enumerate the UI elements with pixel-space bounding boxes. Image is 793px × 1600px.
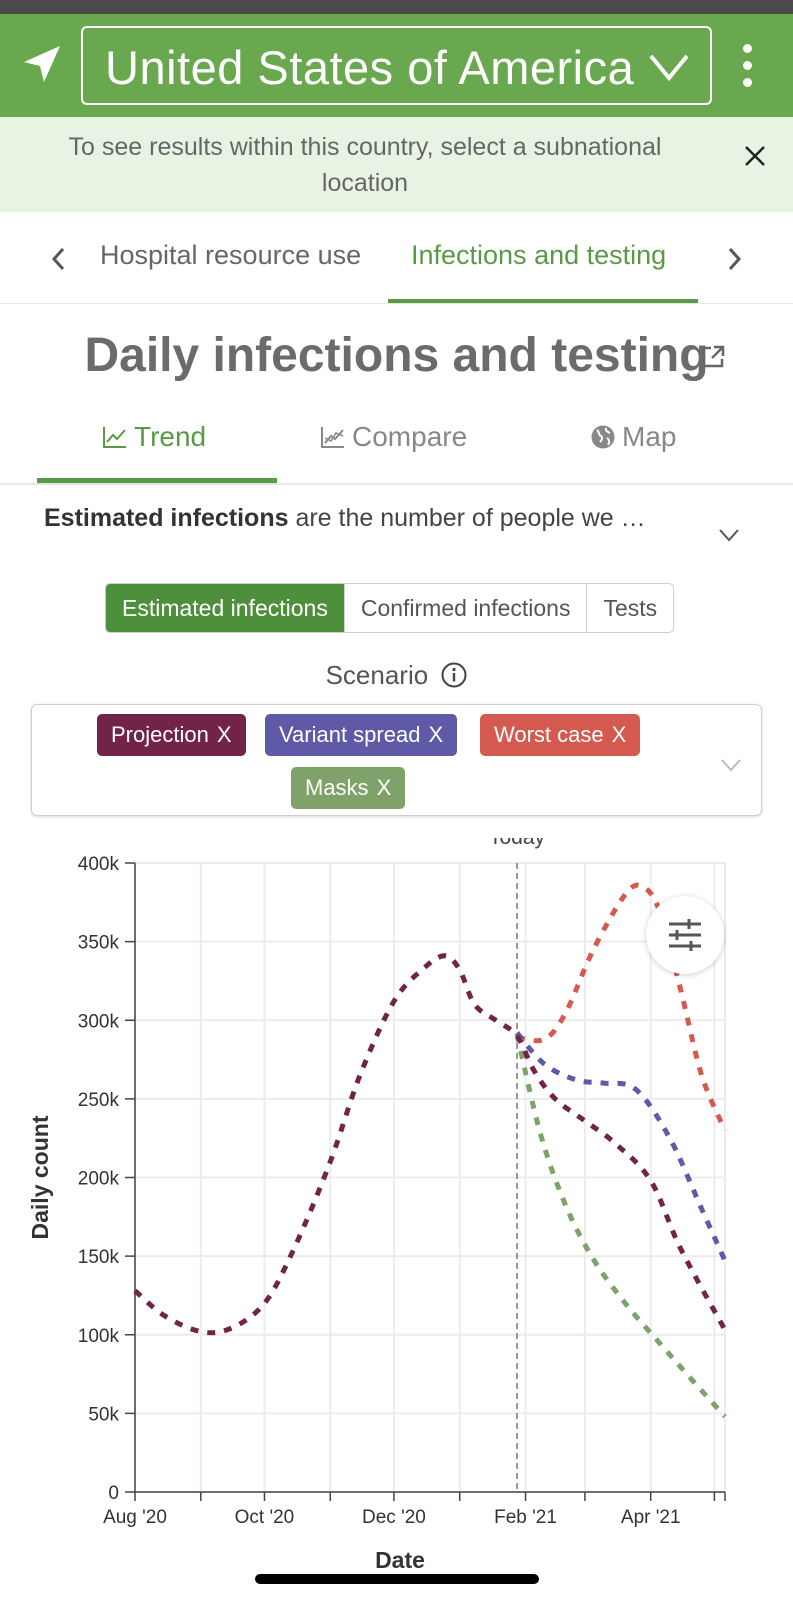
x-tick-label: Aug '20 [103,1507,167,1528]
active-tab-indicator [388,299,698,303]
metric-description[interactable]: Estimated infections are the number of p… [44,504,704,533]
measure-toggle: Estimated infections Confirmed infection… [105,583,675,633]
x-tick-label: Oct '20 [235,1507,295,1528]
chip-remove-icon[interactable]: X [376,775,392,800]
external-link-icon[interactable] [700,344,726,370]
page-title-wrap: Daily infections and testing [0,328,793,383]
y-tick-label: 300k [78,1011,120,1032]
kebab-menu-icon[interactable] [738,42,756,90]
chevron-right-icon[interactable] [727,246,743,272]
tab-hospital-resource-use[interactable]: Hospital resource use [100,240,362,270]
tab-map-label: Map [622,421,677,452]
country-select[interactable]: United States of America [81,26,712,105]
top-bar: United States of America [0,14,793,117]
y-tick-label: 350k [78,933,120,954]
scenario-multiselect[interactable]: Projection X Variant spread X Worst case X … [31,704,762,816]
view-tabs: Trend Compare Map [0,405,793,485]
chevron-down-icon[interactable] [720,758,742,772]
infections-chart: 0 50k 100k 150k 200k 250k 300k 350k 400k Aug '20 O… [27,838,728,1573]
chip-remove-icon[interactable]: X [611,722,627,747]
y-tick-label: 200k [78,1169,120,1190]
y-tick-label: 250k [78,1090,120,1111]
description-rest: are the number of people we … [288,504,646,532]
page-title: Daily infections and testing [84,329,709,382]
tab-map[interactable]: Map [590,421,676,453]
location-arrow-icon[interactable] [20,42,64,86]
country-select-value: United States of America [105,41,635,94]
y-tick-label: 400k [78,854,120,875]
today-label: Today [489,838,546,849]
scenario-label: Scenario [325,660,429,690]
line-chart-icon [103,427,126,448]
section-tabs: Hospital resource use Infections and tes… [0,212,793,304]
chip-label: Masks [305,775,369,800]
chart-settings-button[interactable] [646,896,724,974]
scenario-chip-projection: Projection X [97,714,246,756]
close-icon[interactable] [744,145,766,167]
scenario-heading: Scenario [0,660,793,691]
scenario-chip-masks: Masks X [291,767,406,809]
active-view-indicator [37,478,277,483]
x-tick-label: Apr '21 [621,1507,681,1528]
tab-trend[interactable]: Trend [102,421,206,453]
tab-compare-label: Compare [352,421,468,452]
chip-label: Worst case [494,722,604,747]
chip-label: Projection [111,722,209,747]
compare-chart-icon [321,427,344,448]
scenario-chip-variant-spread: Variant spread X [265,714,458,756]
chevron-left-icon[interactable] [50,246,66,272]
notice-text: To see results within this country, sele… [68,133,662,197]
sliders-icon [669,919,701,951]
x-tick-label: Feb '21 [494,1507,557,1528]
description-bold: Estimated infections [44,504,289,532]
chip-remove-icon[interactable]: X [428,722,444,747]
toggle-tests[interactable]: Tests [603,595,658,621]
tab-trend-label: Trend [134,421,207,452]
chevron-down-icon [649,54,689,82]
tab-compare[interactable]: Compare [320,421,467,453]
toggle-estimated-infections[interactable]: Estimated infections [106,584,345,632]
toggle-confirmed-infections[interactable]: Confirmed infections [345,584,588,632]
series-line-variant-spread [515,1031,728,1262]
chevron-down-icon[interactable] [718,528,740,542]
globe-icon [591,425,615,449]
scenario-chip-worst-case: Worst case X [480,714,641,756]
y-tick-label: 150k [78,1247,120,1268]
y-tick-label: 0 [108,1483,119,1504]
tab-infections-and-testing[interactable]: Infections and testing [411,240,667,270]
subnational-notice: To see results within this country, sele… [0,117,793,212]
series-line-masks [514,1033,727,1419]
chip-label: Variant spread [279,722,421,747]
x-tick-label: Dec '20 [362,1507,426,1528]
y-tick-label: 100k [78,1326,120,1347]
y-axis-label: Daily count [27,1115,53,1239]
info-icon[interactable] [441,662,467,688]
status-strip [0,0,793,14]
home-indicator [255,1574,539,1584]
series-line-projection [133,953,728,1336]
y-tick-label: 50k [88,1404,119,1425]
series-line-worst-case [516,882,728,1132]
chip-remove-icon[interactable]: X [216,722,232,747]
x-axis-label: Date [375,1547,425,1573]
